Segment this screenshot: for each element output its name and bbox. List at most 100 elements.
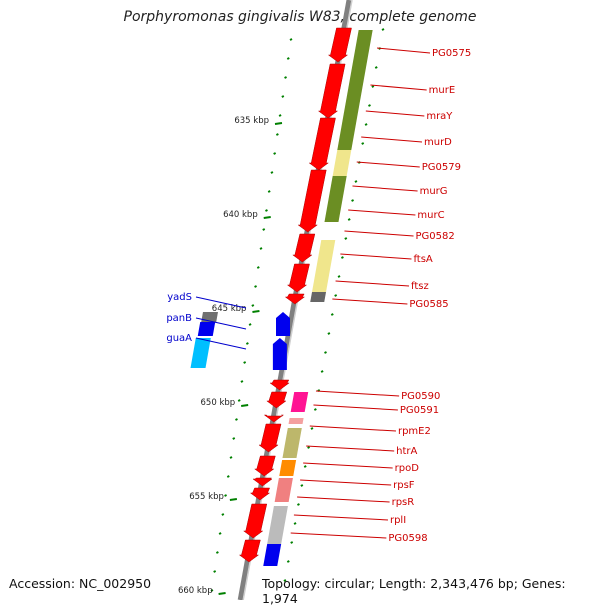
scale-dot [256,266,260,269]
scale-dot [218,532,222,535]
gene-dot [334,294,338,297]
forward-gene-arrow [238,539,261,563]
gene-category-block [288,418,304,424]
gene-category-block [279,460,297,476]
scale-dot [278,114,282,117]
scale-tick [263,216,271,219]
gene-label: rplI [390,515,406,526]
scale-label: 635 kbp [234,116,269,126]
gene-category-block [310,292,327,302]
gene-category-block [312,240,336,292]
reverse-gene-block [197,322,216,336]
scale-tick [252,310,260,313]
gene-dot [330,313,334,316]
forward-gene-arrow [269,379,290,391]
gene-category-block [263,544,282,566]
gene-label: PG0575 [432,48,471,59]
scale-dot [243,361,247,364]
forward-gene-arrow [286,263,310,293]
gene-leader-line [303,462,393,469]
gene-leader-line [309,425,397,432]
topology-text: Topology: circular; Length: 2,343,476 bp… [262,576,566,606]
gene-label: yadS [167,292,192,303]
scale-dot [259,247,263,250]
gene-dot [371,85,375,88]
gene-label: panB [166,313,192,324]
gene-dot [344,237,348,240]
scale-dot [251,304,255,307]
gene-dot [381,28,385,31]
scale-tick [274,122,283,125]
scale-label: 660 kbp [178,586,213,596]
gene-label: PG0591 [400,405,439,416]
gene-label: PG0598 [388,533,427,544]
gene-leader-line [348,209,416,216]
gene-leader-line [365,110,425,117]
scale-dot [281,95,285,98]
gene-label: murC [417,210,444,221]
forward-gene-arrow [297,169,327,233]
gene-dot [307,446,311,449]
scale-tick [218,592,226,595]
gene-dot [354,180,358,183]
forward-gene-arrow [263,414,285,423]
gene-dot [320,370,324,373]
gene-leader-line [290,532,387,539]
gene-leader-line [361,136,423,143]
gene-leader-line [356,161,420,168]
gene-dot [310,427,314,430]
forward-gene-arrow [292,233,316,263]
gene-dot [297,503,300,506]
scale-dot [273,152,277,155]
gene-leader-line [297,496,390,503]
gene-leader-line [293,514,388,521]
gene-dot [327,332,331,335]
scale-label: 640 kbp [223,210,258,220]
forward-gene-arrow [266,391,288,409]
scale-dot [270,171,274,174]
reverse-gene-block [190,338,211,368]
scale-dot [265,209,268,212]
page-title: Porphyromonas gingivalis W83, complete g… [123,9,477,25]
gene-label: guaA [166,333,192,344]
gene-leader-line [370,84,427,91]
gene-leader-line [340,253,412,260]
scale-dot [248,323,252,326]
gene-label: mraY [426,111,453,122]
gene-dot [351,199,355,202]
gene-leader-line [313,404,398,411]
scale-label: 655 kbp [189,492,224,502]
scale-dot [254,285,258,288]
gene-dot [347,218,351,221]
gene-leader-line [300,479,392,486]
gene-dot [300,484,304,487]
gene-category-block [337,122,357,150]
forward-gene-arrow [252,477,273,487]
gene-label: rpoD [395,463,420,474]
gene-label: rpsF [393,480,415,491]
gene-category-block [332,150,352,176]
forward-gene-arrow [308,117,336,171]
scale-dot [275,133,279,136]
gene-label: murG [420,186,448,197]
gene-leader-line [352,185,418,192]
gene-label: PG0582 [416,231,455,242]
gene-label: murE [429,85,456,96]
gene-label: htrA [396,446,417,457]
gene-leader-line [306,445,395,452]
gene-label: rpmE2 [398,426,431,437]
scale-dot [240,380,244,383]
gene-dot [303,465,307,468]
scale-tick [229,498,238,501]
gene-category-block [342,68,366,122]
gene-category-block [274,478,293,502]
gene-dot [374,66,378,69]
gene-leader-line [376,47,431,54]
gene-category-block [324,176,347,222]
gene-leader-line [195,317,247,330]
forward-gene-arrow [327,27,352,63]
gene-label: rpsR [392,497,415,508]
gene-dot [313,408,317,411]
gene-dot [361,142,365,145]
